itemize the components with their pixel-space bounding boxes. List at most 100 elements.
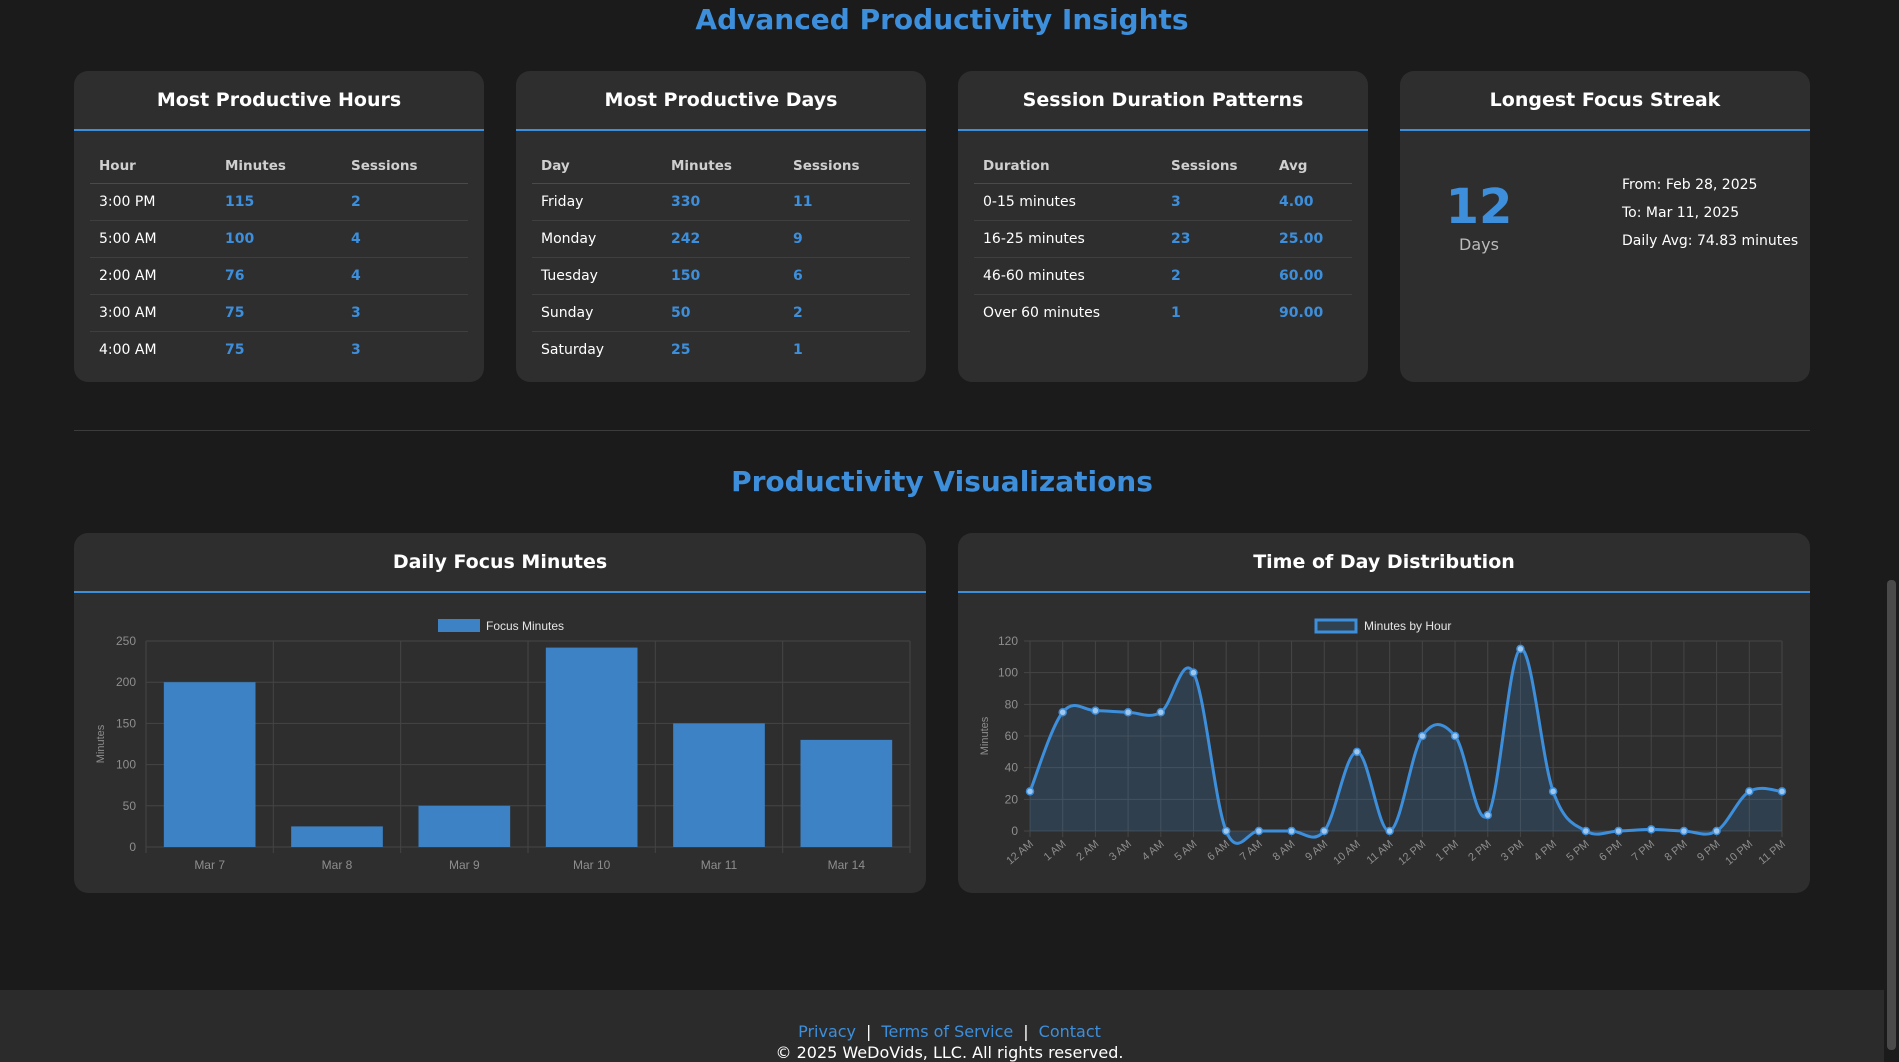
scrollbar[interactable] (1884, 0, 1899, 1062)
data-point[interactable] (1745, 787, 1754, 796)
table-row: 4:00 AM 75 3 (90, 332, 468, 369)
cell: 2:00 AM (90, 257, 216, 295)
bar[interactable] (800, 739, 893, 847)
data-point[interactable] (1058, 708, 1067, 717)
legend-swatch (1314, 618, 1358, 634)
copyright: © 2025 WeDoVids, LLC. All rights reserve… (775, 1043, 1124, 1062)
x-tick-label: Mar 14 (828, 858, 866, 872)
bar[interactable] (545, 647, 638, 847)
data-point[interactable] (1450, 731, 1460, 741)
table-row: Friday 330 11 (532, 183, 910, 221)
data-point[interactable] (1287, 826, 1296, 836)
bar[interactable] (673, 723, 765, 847)
data-point[interactable] (1189, 668, 1198, 677)
bar[interactable] (163, 682, 256, 847)
bar[interactable] (418, 805, 511, 847)
col-avg: Avg (1270, 149, 1352, 184)
data-point[interactable] (1581, 826, 1591, 836)
y-tick-label: 120 (998, 634, 1018, 648)
cell: 4:00 AM (99, 342, 157, 358)
table-row: 5:00 AM 100 4 (90, 220, 468, 258)
privacy-link[interactable]: Privacy (798, 1022, 857, 1041)
data-point[interactable] (1156, 708, 1166, 717)
cell: 46-60 minutes (974, 257, 1162, 295)
col-day: Day (532, 149, 662, 184)
data-point[interactable] (1614, 826, 1623, 836)
x-tick-label: 9 PM (1695, 838, 1722, 864)
y-tick-label: 200 (116, 675, 136, 689)
data-point[interactable] (1777, 787, 1787, 796)
x-tick-label: 1 AM (1042, 838, 1069, 863)
data-point[interactable] (1385, 826, 1394, 836)
data-point[interactable] (1254, 826, 1264, 836)
section-divider (74, 430, 1810, 431)
cell: Saturday (541, 342, 605, 358)
footer: Privacy | Terms of Service | Contact © 2025 … (0, 990, 1899, 1062)
card-title: Most Productive Days (516, 71, 926, 131)
cell: 75 (216, 294, 342, 332)
x-tick-label: 11 PM (1756, 838, 1787, 867)
data-point[interactable] (1483, 810, 1492, 820)
card-title: Session Duration Patterns (958, 71, 1368, 131)
col-sessions: Sessions (1162, 149, 1270, 184)
x-tick-label: 6 AM (1205, 838, 1232, 863)
visualizations-title: Productivity Visualizations (731, 465, 1153, 498)
card-session-duration: Session Duration Patterns Duration Sessi… (958, 71, 1368, 382)
table-row: 3:00 AM 75 3 (90, 294, 468, 332)
y-tick-label: 60 (1005, 729, 1019, 743)
bar[interactable] (291, 826, 383, 847)
cell: 25.00 (1270, 220, 1352, 258)
y-tick-label: 50 (123, 799, 137, 813)
cell: 25 (671, 342, 691, 358)
table-row: 3:00 PM 115 2 (90, 183, 468, 221)
col-sessions: Sessions (784, 149, 910, 184)
data-point[interactable] (1712, 826, 1721, 836)
data-point[interactable] (1091, 706, 1100, 715)
legend-label: Minutes by Hour (1364, 619, 1451, 633)
duration-table: Duration Sessions Avg 0-15 minutes 3 4.00 … (974, 149, 1352, 331)
x-tick-label: 1 PM (1434, 838, 1461, 864)
contact-link[interactable]: Contact (1038, 1022, 1101, 1041)
x-tick-label: 8 PM (1662, 838, 1689, 864)
cell: 60.00 (1270, 257, 1352, 295)
col-duration: Duration (974, 149, 1162, 184)
cell: 2 (342, 183, 468, 221)
cell: Monday (532, 220, 662, 258)
insights-title: Advanced Productivity Insights (695, 3, 1189, 36)
scrollbar-thumb[interactable] (1887, 580, 1896, 1050)
x-tick-label: 10 PM (1723, 838, 1755, 868)
card-title: Time of Day Distribution (958, 533, 1810, 593)
legend-label: Focus Minutes (486, 619, 564, 633)
data-point[interactable] (1548, 787, 1558, 796)
cell: 11 (784, 183, 910, 221)
data-point[interactable] (1646, 825, 1656, 834)
terms-link[interactable]: Terms of Service (881, 1022, 1014, 1041)
data-point[interactable] (1352, 747, 1362, 757)
streak-to: To: Mar 11, 2025 (1622, 205, 1740, 221)
x-tick-label: Mar 8 (322, 858, 353, 872)
data-point[interactable] (1221, 826, 1231, 836)
x-tick-label: Mar 9 (449, 858, 480, 872)
area-fill (1030, 648, 1782, 844)
y-axis-label: Minutes (979, 716, 991, 755)
y-tick-label: 150 (116, 716, 136, 730)
cell: 2 (1162, 257, 1270, 295)
card-time-of-day-chart: Time of Day Distribution Minutes by Hour… (958, 533, 1810, 893)
x-tick-label: 9 AM (1303, 838, 1330, 863)
data-point[interactable] (1123, 708, 1133, 717)
data-point[interactable] (1679, 826, 1689, 836)
col-minutes: Minutes (662, 149, 784, 184)
cell: Over 60 minutes (983, 305, 1101, 321)
y-axis-label: Minutes (95, 724, 107, 763)
x-tick-label: 7 PM (1630, 838, 1657, 864)
data-point[interactable] (1320, 826, 1329, 836)
data-point[interactable] (1516, 644, 1525, 654)
card-daily-focus-chart: Daily Focus Minutes Focus Minutes 0 50 100 1… (74, 533, 926, 893)
cell: 75 (225, 342, 245, 358)
y-tick-label: 0 (129, 840, 136, 854)
streak-daily-avg: Daily Avg: 74.83 minutes (1622, 233, 1799, 249)
card-productive-hours: Most Productive Hours Hour Minutes Sessi… (74, 71, 484, 382)
data-point[interactable] (1025, 787, 1035, 796)
data-point[interactable] (1418, 731, 1427, 741)
cell: 115 (216, 183, 342, 221)
